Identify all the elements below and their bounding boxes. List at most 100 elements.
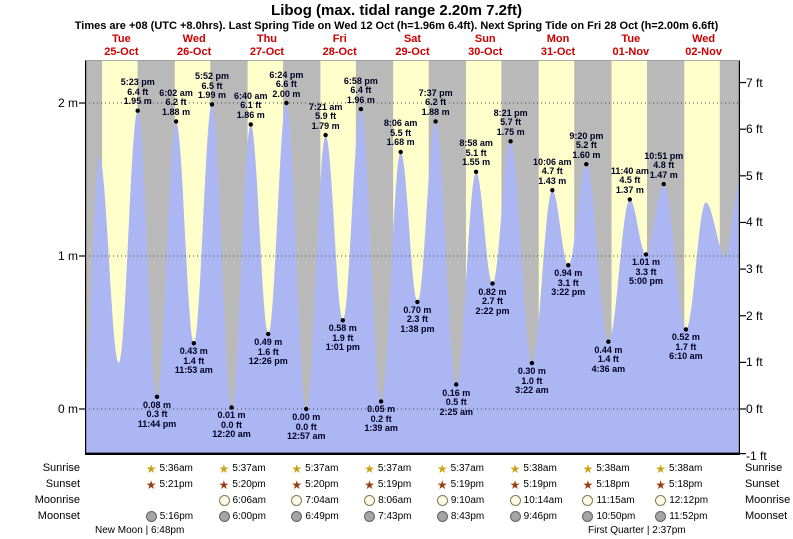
- astro-time: 5:20pm: [232, 479, 266, 490]
- astro-entry-sunset: ★ 5:19pm: [437, 477, 484, 492]
- day-date: 01-Nov: [612, 46, 650, 58]
- tide-chart-svg: [79, 60, 746, 455]
- sunset-star-icon: ★: [145, 477, 157, 492]
- day-date: 25-Oct: [104, 46, 139, 58]
- astro-time: 5:37am: [232, 463, 266, 474]
- astro-row-label-left-moonrise: Moonrise: [34, 494, 80, 506]
- astro-time: 5:19pm: [377, 479, 412, 490]
- sunrise-star-icon: ★: [655, 461, 666, 476]
- tide-curve-chart: 5:23 pm 6.4 ft 1.95 m 0.08 m 0.3 ft 11:44 pm 6…: [79, 60, 746, 455]
- astro-entry-moonrise: 9:10am: [436, 493, 485, 508]
- astro-entry-moonrise: 11:15am: [582, 493, 635, 508]
- page-title: Libog (max. tidal range 2.20m 7.2ft): [271, 2, 522, 19]
- moonrise-disc-icon: [509, 495, 521, 506]
- sunrise-star-icon: ★: [364, 461, 375, 476]
- right-axis-label-5ft: 5 ft: [746, 168, 763, 183]
- astro-time: 9:46pm: [523, 511, 558, 522]
- day-name: Tue: [621, 33, 641, 45]
- astro-time: 5:21pm: [159, 479, 193, 490]
- day-date: 29-Oct: [395, 46, 430, 58]
- astro-entry-sunrise: ★ 5:38am: [510, 461, 557, 476]
- day-label-31-oct: Mon 31-Oct: [518, 33, 598, 59]
- sunset-star-icon: ★: [509, 477, 521, 492]
- day-date: 28-Oct: [322, 46, 357, 58]
- astro-entry-sunrise: ★ 5:37am: [364, 461, 411, 476]
- astro-row-label-left-sunset: Sunset: [45, 478, 80, 490]
- day-date: 02-Nov: [685, 46, 722, 58]
- moonset-disc-icon: [655, 511, 667, 522]
- astro-entry-sunset: ★ 5:19pm: [510, 477, 557, 492]
- astro-entry-moonset: 6:49pm: [291, 509, 339, 524]
- astro-row-label-right-sunrise: Sunrise: [745, 462, 783, 474]
- sunrise-star-icon: ★: [218, 461, 230, 476]
- astro-entry-sunset: ★ 5:18pm: [582, 477, 629, 492]
- moonset-disc-icon: [582, 511, 594, 522]
- day-date: 26-Oct: [177, 46, 212, 58]
- astro-entry-sunset: ★ 5:18pm: [655, 477, 702, 492]
- moonrise-disc-icon: [436, 495, 448, 506]
- astro-time: 5:37am: [377, 463, 412, 474]
- astro-entry-sunset: ★ 5:20pm: [219, 477, 266, 492]
- sunset-star-icon: ★: [582, 477, 594, 492]
- astro-time: 8:06am: [378, 495, 412, 506]
- astro-entry-moonrise: 8:06am: [364, 493, 411, 508]
- day-date: 30-Oct: [468, 46, 503, 58]
- astro-entry-sunrise: ★ 5:38am: [655, 461, 702, 476]
- astro-time: 11:15am: [596, 495, 635, 506]
- astro-time: 6:06am: [232, 495, 266, 506]
- astro-time: 9:10am: [450, 495, 485, 506]
- astro-time: 10:50pm: [596, 511, 636, 522]
- astro-entry-moonset: 5:16pm: [145, 509, 194, 524]
- right-axis-label-3ft: 3 ft: [746, 262, 763, 277]
- sunset-star-icon: ★: [218, 477, 230, 492]
- moonset-disc-icon: [364, 511, 376, 522]
- astro-time: 5:36am: [159, 463, 193, 474]
- sunset-star-icon: ★: [364, 477, 375, 492]
- astro-time: 5:18pm: [596, 479, 630, 490]
- astro-entry-moonrise: 10:14am: [509, 493, 563, 508]
- day-name: Wed: [692, 33, 716, 45]
- day-label-26-oct: Wed 26-Oct: [154, 33, 234, 59]
- astro-time: 7:04am: [305, 495, 339, 506]
- astro-time: 5:38am: [523, 463, 557, 474]
- astro-time: 6:00pm: [232, 511, 266, 522]
- right-axis-label-7ft: 7 ft: [746, 75, 763, 90]
- day-name: Fri: [332, 33, 347, 45]
- astro-time: 10:14am: [523, 495, 563, 506]
- astro-time: 6:49pm: [305, 511, 339, 522]
- sunset-star-icon: ★: [655, 477, 666, 492]
- right-axis-label-1ft: 1 ft: [746, 355, 763, 370]
- moonset-disc-icon: [145, 511, 157, 522]
- day-label-01-nov: Tue 01-Nov: [591, 33, 671, 59]
- astro-entry-sunset: ★ 5:21pm: [146, 477, 193, 492]
- astro-time: 8:43pm: [450, 511, 485, 522]
- moonset-disc-icon: [218, 511, 230, 522]
- day-date: 27-Oct: [249, 46, 285, 58]
- astro-entry-moonset: 9:46pm: [509, 509, 558, 524]
- astro-row-label-left-sunrise: Sunrise: [42, 462, 80, 474]
- astro-time: 5:38am: [596, 463, 630, 474]
- astro-entry-moonrise: 7:04am: [291, 493, 339, 508]
- day-name: Mon: [546, 33, 570, 45]
- astro-entry-moonrise: 12:12pm: [655, 493, 708, 508]
- astro-entry-moonset: 8:43pm: [436, 509, 485, 524]
- astro-entry-moonset: 10:50pm: [582, 509, 635, 524]
- moonrise-disc-icon: [655, 495, 667, 506]
- day-label-25-oct: Tue 25-Oct: [81, 33, 161, 59]
- astro-entry-sunrise: ★ 5:36am: [146, 461, 193, 476]
- moon-phase-first-quarter: First Quarter | 2:37pm: [588, 525, 686, 536]
- astro-time: 7:43pm: [378, 511, 412, 522]
- astro-time: 5:20pm: [305, 479, 339, 490]
- astro-entry-sunset: ★ 5:20pm: [291, 477, 338, 492]
- astro-time: 5:16pm: [159, 511, 194, 522]
- sunrise-star-icon: ★: [145, 461, 157, 476]
- left-axis-label-2m: 2 m: [57, 96, 78, 110]
- astro-time: 5:19pm: [450, 479, 484, 490]
- astro-time: 5:37am: [450, 463, 484, 474]
- astro-entry-sunrise: ★ 5:37am: [219, 461, 266, 476]
- moonset-disc-icon: [436, 511, 448, 522]
- moonset-disc-icon: [509, 511, 521, 522]
- sunset-star-icon: ★: [436, 477, 448, 492]
- astro-time: 11:52pm: [669, 511, 708, 522]
